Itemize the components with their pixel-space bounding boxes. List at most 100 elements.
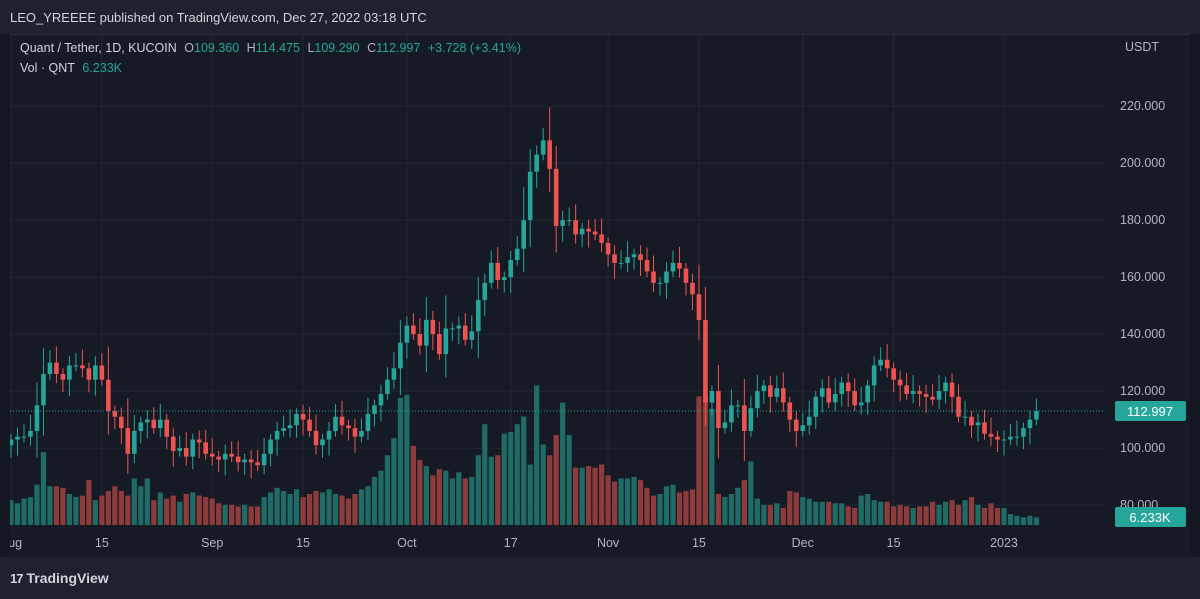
volume-legend: Vol · QNT 6.233K [20, 61, 126, 75]
volume-bar [423, 466, 429, 525]
candle-body [1021, 428, 1026, 437]
candle-body [716, 391, 721, 429]
candlestick-chart[interactable]: 80.000100.000120.000140.000160.000180.00… [10, 35, 1190, 557]
volume-bar [456, 472, 462, 525]
candle-body [735, 405, 741, 407]
candle-body [86, 368, 92, 380]
volume-bar [404, 394, 410, 525]
y-tick-label: 220.000 [1120, 99, 1165, 113]
volume-bar [748, 461, 754, 525]
candle-body [352, 428, 358, 437]
y-tick-label: 100.000 [1120, 441, 1165, 455]
candle-body [398, 342, 403, 369]
price-axis[interactable]: 80.000100.000120.000140.000160.000180.00… [1120, 40, 1165, 512]
chart-area[interactable]: 80.000 100.000 120.000 140.000 160.000 180.00… [10, 34, 1190, 558]
candle-body [404, 325, 410, 343]
candle-body [294, 413, 299, 426]
x-tick-label: 15 [692, 536, 706, 550]
volume-bars [10, 385, 1040, 525]
candle-body [761, 385, 767, 392]
volume-bar [274, 487, 280, 525]
volume-bar [397, 397, 403, 525]
y-axis-unit: USDT [1125, 40, 1159, 54]
candle-body [579, 228, 585, 235]
x-tick-label: Nov [597, 536, 620, 550]
volume-bar [722, 497, 728, 525]
volume-bar [410, 445, 416, 525]
candle-body [1001, 439, 1007, 441]
volume-bar [586, 466, 592, 525]
high-label: H [246, 41, 256, 55]
volume-bar [462, 478, 468, 525]
low-value: 109.290 [314, 41, 360, 55]
candle-body [858, 402, 864, 406]
candle-body [566, 220, 572, 222]
candle-body [34, 405, 40, 431]
volume-bar [261, 497, 267, 525]
candle-body [975, 422, 981, 426]
candle-body [819, 388, 825, 397]
y-tick-label: 200.000 [1120, 156, 1165, 170]
volume-badge [1115, 507, 1186, 527]
candle-body [839, 382, 845, 394]
candle-body [910, 391, 916, 394]
open-label: O [184, 41, 194, 55]
volume-bar [793, 492, 799, 525]
candle-body [787, 402, 793, 420]
candle-body [813, 396, 819, 417]
candle-body [157, 419, 163, 429]
volume-bar [994, 507, 1001, 525]
candle-body [891, 368, 896, 380]
volume-bar [800, 497, 806, 525]
volume-bar [326, 489, 332, 525]
volume-label: Vol · QNT [20, 61, 75, 75]
candle-body [47, 362, 53, 375]
x-tick-label: 2023 [990, 536, 1018, 550]
y-tick-label: 180.000 [1120, 213, 1165, 227]
symbol-label[interactable]: Quant / Tether, 1D, KUCOIN [20, 41, 177, 55]
volume-bar [475, 455, 481, 525]
candle-body [488, 262, 494, 283]
candle-body [904, 385, 909, 394]
volume-bar [105, 490, 111, 525]
change-value: +3.728 (+3.41%) [427, 41, 521, 55]
volume-bar [501, 433, 507, 525]
candle-body [67, 365, 72, 380]
x-tick-label: 15 [296, 536, 310, 550]
candle-body [995, 436, 1000, 440]
candle-body [605, 242, 611, 255]
candle-body [599, 234, 604, 243]
candle-body [644, 260, 650, 272]
candle-body [755, 391, 760, 409]
volume-bar [164, 498, 170, 525]
candle-body [424, 319, 429, 346]
volume-bar [735, 487, 741, 525]
volume-bar [988, 503, 994, 525]
candle-body [501, 277, 507, 280]
candle-body [657, 282, 663, 284]
tradingview-logo[interactable]: 17 TradingView [10, 570, 109, 586]
candle-body [690, 282, 695, 295]
candle-body [949, 382, 955, 397]
volume-bar [878, 501, 884, 525]
candle-body [826, 388, 832, 403]
time-axis[interactable]: Aug 15 Sep 15 Oct 17 Nov 15 Dec 15 2023 [10, 536, 1018, 550]
volume-bar [780, 507, 786, 525]
candle-body [845, 382, 851, 392]
volume-bar [858, 495, 864, 525]
candle-body [547, 140, 552, 169]
volume-bar [125, 495, 131, 525]
candle-body [871, 365, 877, 386]
candle-body [638, 254, 643, 261]
candle-body [612, 254, 617, 263]
candle-body [359, 430, 364, 437]
volume-bar [514, 424, 520, 525]
candle-body [93, 365, 98, 380]
volume-bar [573, 467, 579, 525]
volume-bar [332, 494, 339, 525]
volume-bar [1027, 515, 1033, 525]
volume-bar [955, 504, 962, 525]
candle-body [696, 294, 702, 320]
x-tick-label: Oct [397, 536, 417, 550]
candle-body [683, 268, 689, 283]
